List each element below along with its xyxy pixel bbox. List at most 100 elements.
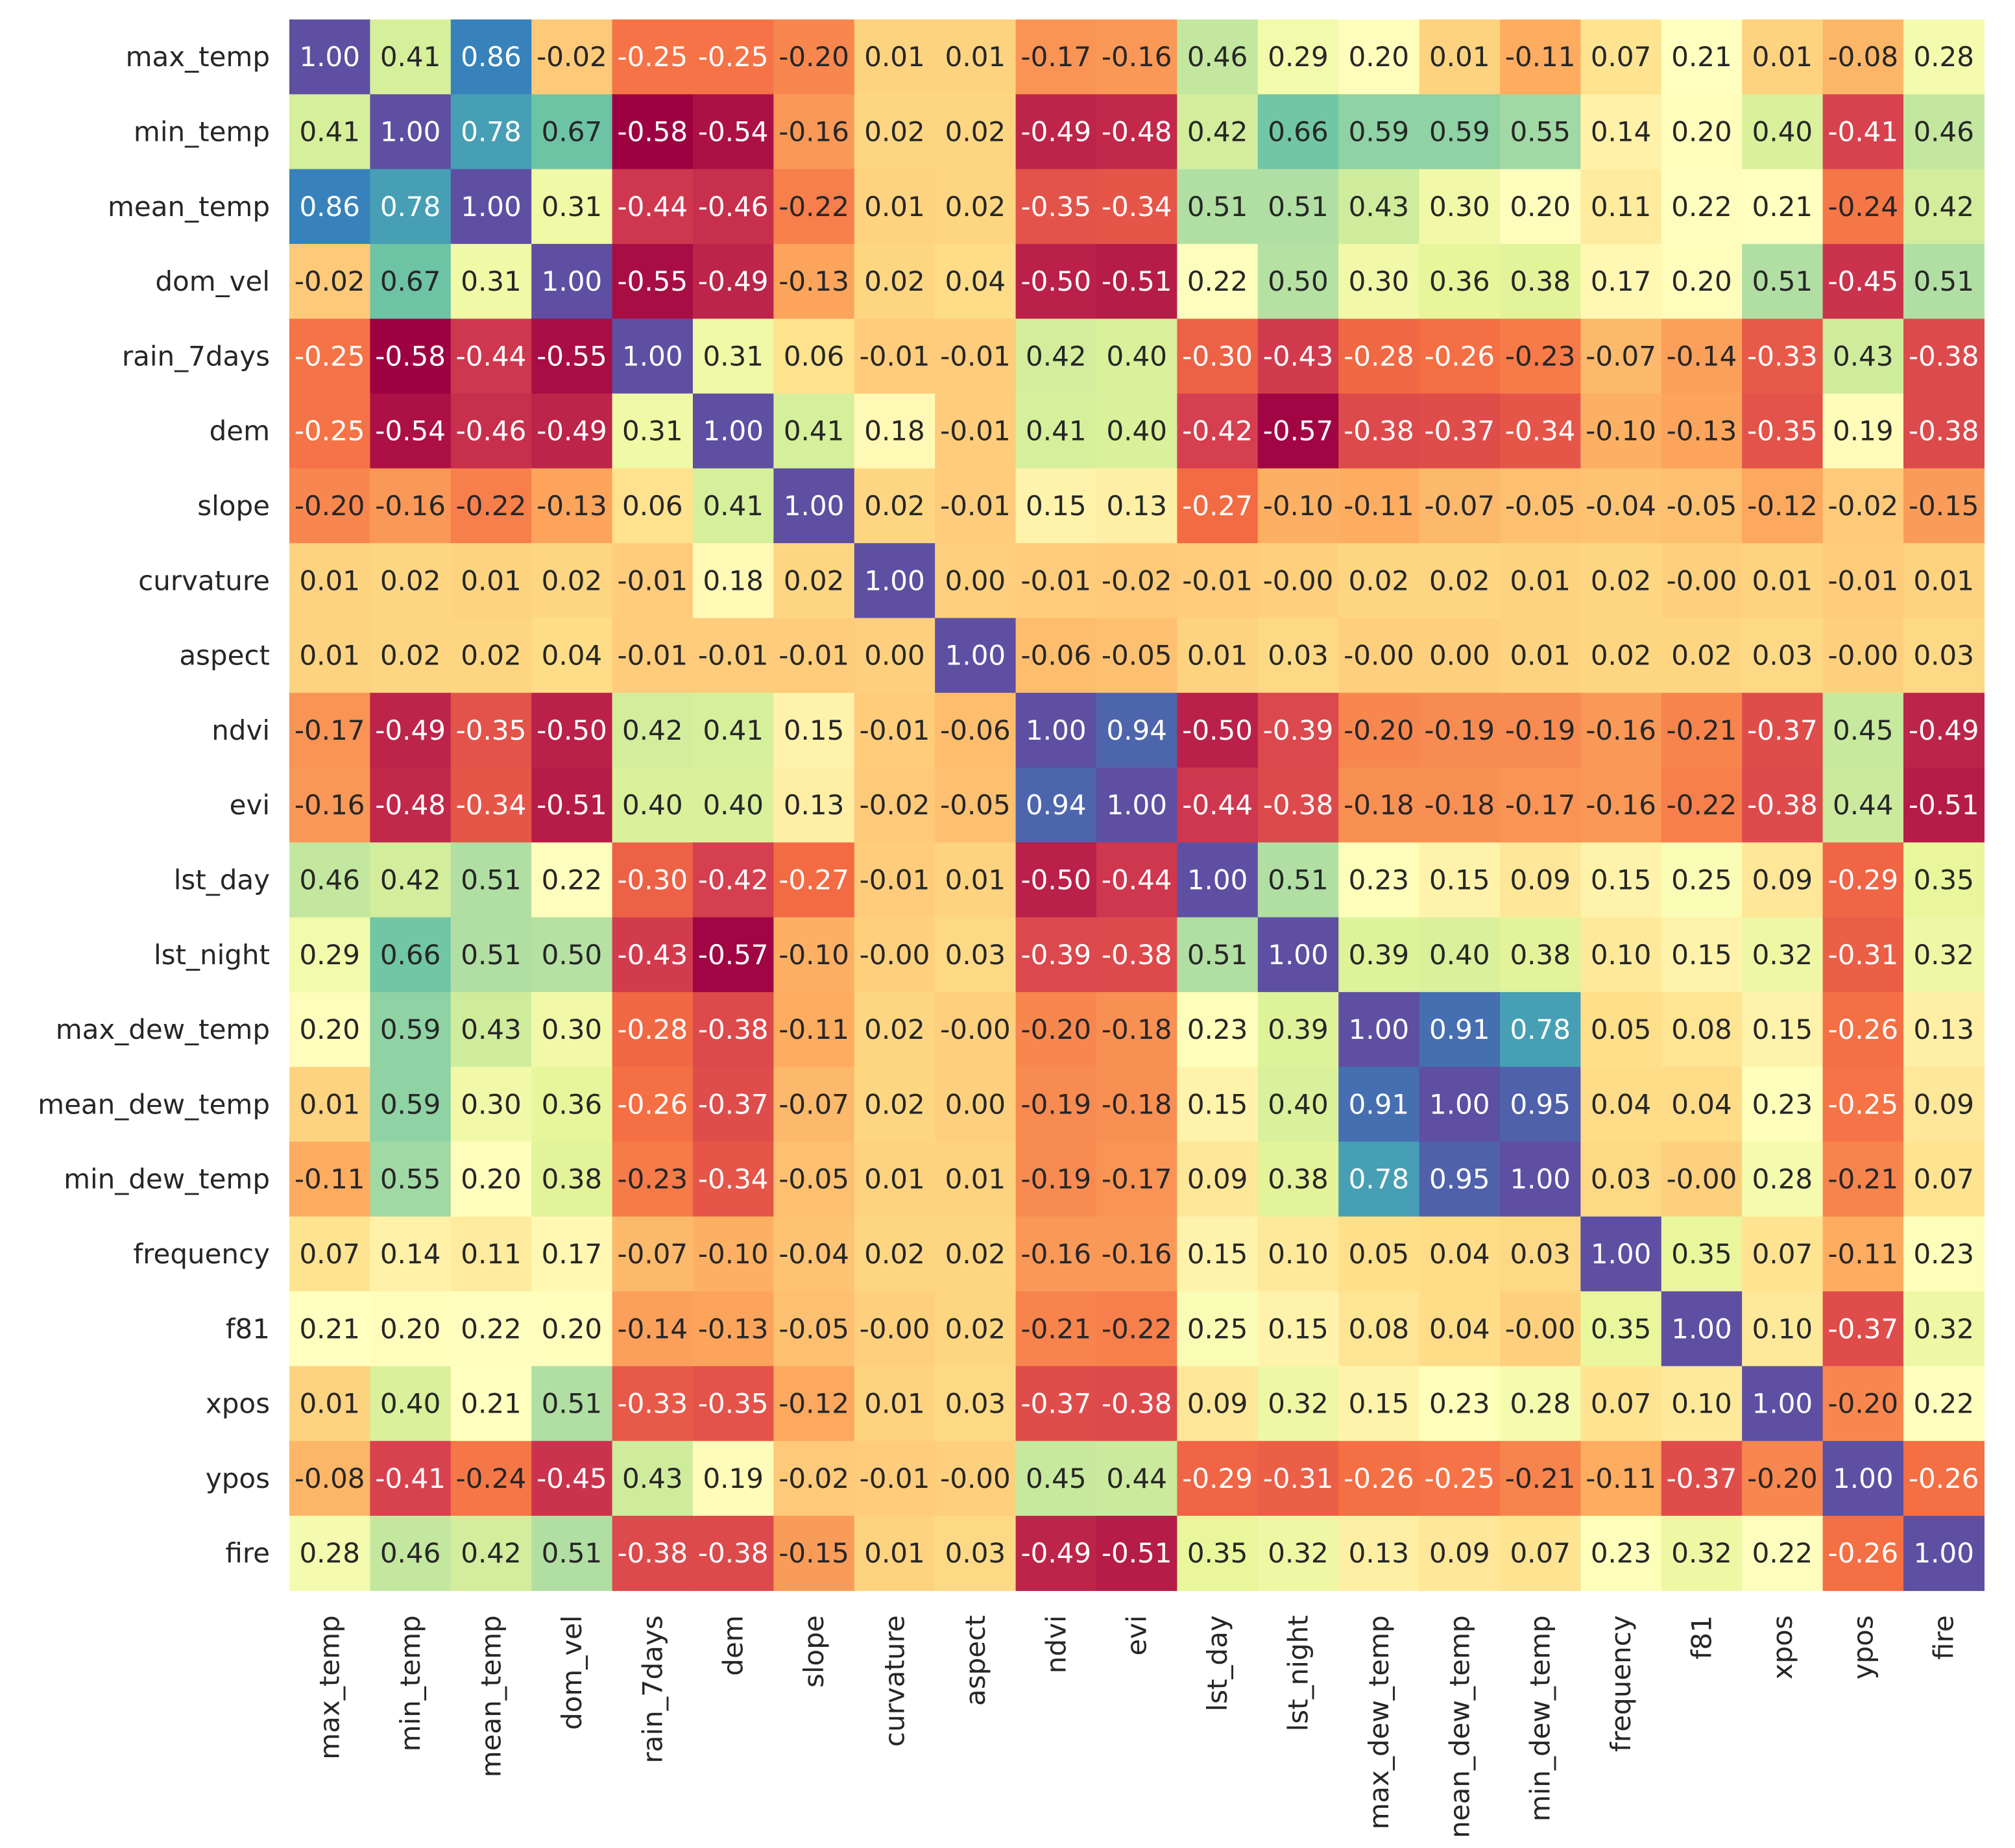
heatmap-cell-value: 0.31 [461, 265, 522, 297]
heatmap-cell-lst_night-f81 [1661, 917, 1743, 993]
heatmap-cell-value: 0.15 [1349, 1388, 1410, 1420]
heatmap-cell-frequency-dom_vel [531, 1216, 613, 1292]
heatmap-cell-fire-min_dew_temp [1500, 1516, 1581, 1591]
heatmap-cell-value: -0.15 [778, 1537, 849, 1569]
heatmap-cell-value: -0.14 [1667, 340, 1737, 372]
heatmap-cell-f81-aspect [935, 1291, 1017, 1367]
heatmap-cell-value: -0.18 [1102, 1088, 1172, 1120]
heatmap-cell-value: -0.25 [1828, 1088, 1898, 1120]
heatmap-cell-value: 0.20 [1671, 116, 1732, 148]
heatmap-cell-value: 0.02 [1349, 565, 1410, 596]
heatmap-cell-min_dew_temp-mean_temp [450, 1141, 532, 1217]
heatmap-cell-value: 0.00 [945, 565, 1006, 596]
heatmap-cell-value: -0.42 [698, 864, 769, 896]
heatmap-cell-min_temp-xpos [1742, 94, 1824, 170]
heatmap-cell-value: 0.95 [1429, 1163, 1490, 1195]
row-label-fire: fire [225, 1537, 270, 1569]
heatmap-cell-value: -0.49 [1909, 714, 1979, 746]
heatmap-cell-value: 0.46 [299, 864, 360, 896]
heatmap-cell-ndvi-fire [1903, 692, 1985, 768]
column-label-curvature: curvature [879, 1615, 911, 1747]
heatmap-cell-xpos-max_temp [289, 1366, 370, 1442]
heatmap-cell-curvature-f81 [1661, 543, 1743, 618]
heatmap-cell-value: 0.41 [299, 116, 360, 148]
heatmap-cell-value: -0.54 [375, 415, 446, 447]
heatmap-cell-value: 0.51 [1187, 939, 1248, 971]
heatmap-cell-value: -0.37 [1667, 1463, 1737, 1494]
heatmap-cell-value: -0.51 [1102, 1537, 1172, 1569]
heatmap-cell-dem-lst_day [1177, 393, 1259, 469]
heatmap-cell-f81-dem [693, 1291, 774, 1367]
heatmap-cell-slope-lst_night [1257, 468, 1339, 544]
heatmap-cell-value: -0.37 [1828, 1313, 1898, 1344]
heatmap-cell-value: 0.07 [1591, 1388, 1652, 1420]
heatmap-cell-aspect-max_temp [289, 618, 370, 694]
heatmap-cell-value: -0.11 [1505, 41, 1576, 73]
heatmap-cell-value: 0.03 [1268, 640, 1329, 672]
heatmap-cell-value: 1.00 [622, 340, 683, 372]
heatmap-cell-value: -0.11 [1586, 1463, 1656, 1494]
heatmap-cell-value: -0.18 [1102, 1014, 1172, 1045]
heatmap-cell-value: -0.37 [1747, 714, 1818, 746]
heatmap-cell-value: 0.02 [1591, 640, 1652, 672]
heatmap-cell-value: 0.09 [1429, 1537, 1490, 1569]
heatmap-cell-value: -0.38 [1909, 415, 1979, 447]
heatmap-cell-value: -0.54 [698, 116, 769, 148]
heatmap-cell-value: 0.09 [1752, 864, 1813, 896]
heatmap-cell-xpos-min_dew_temp [1500, 1366, 1581, 1442]
heatmap-cell-value: 0.31 [542, 191, 603, 223]
heatmap-cell-value: -0.16 [1020, 1238, 1091, 1270]
heatmap-cell-value: 0.59 [380, 1014, 441, 1045]
heatmap-cell-xpos-max_dew_temp [1338, 1366, 1420, 1442]
heatmap-cell-value: 0.01 [1510, 640, 1571, 672]
heatmap-cell-value: 0.08 [1671, 1014, 1732, 1045]
heatmap-cell-aspect-slope [773, 618, 855, 694]
heatmap-cell-value: -0.18 [1424, 789, 1495, 821]
heatmap-cell-aspect-frequency [1580, 618, 1662, 694]
heatmap-cell-value: 0.02 [945, 1238, 1006, 1270]
heatmap-cell-value: 0.02 [864, 116, 925, 148]
heatmap-cell-fire-rain_7days [612, 1516, 694, 1591]
heatmap-cell-evi-mean_temp [450, 768, 532, 843]
heatmap-cell-value: 0.23 [1429, 1388, 1490, 1420]
heatmap-cell-value: 0.01 [1752, 41, 1813, 73]
heatmap-cell-value: 0.40 [1429, 939, 1490, 971]
heatmap-cell-curvature-slope [773, 543, 855, 618]
heatmap-cell-frequency-fire [1903, 1216, 1985, 1292]
heatmap-cell-value: 1.00 [1106, 789, 1167, 821]
heatmap-cell-value: -0.17 [1505, 789, 1576, 821]
heatmap-cell-fire-ndvi [1015, 1516, 1097, 1591]
heatmap-cell-fire-fire [1903, 1516, 1985, 1591]
heatmap-cell-value: 0.41 [1026, 415, 1087, 447]
heatmap-cell-f81-dom_vel [531, 1291, 613, 1367]
heatmap-cell-max_dew_temp-ypos [1822, 991, 1904, 1067]
heatmap-cell-mean_dew_temp-max_dew_temp [1338, 1067, 1420, 1143]
heatmap-cell-dom_vel-frequency [1580, 243, 1662, 319]
heatmap-cell-value: 0.04 [1429, 1313, 1490, 1344]
heatmap-cell-dem-max_dew_temp [1338, 393, 1420, 469]
heatmap-cell-dem-curvature [854, 393, 935, 469]
heatmap-cell-lst_day-evi [1096, 842, 1177, 918]
heatmap-cell-value: 0.21 [461, 1388, 522, 1420]
heatmap-cell-max_temp-slope [773, 19, 855, 95]
heatmap-cell-value: -0.49 [1020, 1537, 1091, 1569]
heatmap-cell-value: 1.00 [1913, 1537, 1974, 1569]
heatmap-cell-f81-xpos [1742, 1291, 1824, 1367]
heatmap-cell-value: 0.03 [1510, 1238, 1571, 1270]
heatmap-cell-value: 0.03 [945, 1537, 1006, 1569]
heatmap-cell-value: 0.32 [1268, 1388, 1329, 1420]
column-label-max_temp: max_temp [314, 1615, 346, 1759]
heatmap-cell-value: -0.29 [1828, 864, 1898, 896]
heatmap-cell-ypos-max_dew_temp [1338, 1441, 1420, 1516]
heatmap-cell-ypos-f81 [1661, 1441, 1743, 1516]
heatmap-cell-value: 0.13 [784, 789, 845, 821]
heatmap-cell-value: -0.05 [1667, 490, 1737, 522]
heatmap-cell-value: -0.44 [617, 191, 688, 223]
heatmap-cell-ypos-dom_vel [531, 1441, 613, 1516]
heatmap-cell-aspect-ypos [1822, 618, 1904, 694]
heatmap-cell-value: -0.16 [1102, 41, 1172, 73]
heatmap-cell-value: 0.02 [380, 640, 441, 672]
heatmap-cell-value: 0.38 [1510, 939, 1571, 971]
heatmap-cell-value: -0.58 [617, 116, 688, 148]
heatmap-cell-value: -0.16 [1586, 714, 1656, 746]
